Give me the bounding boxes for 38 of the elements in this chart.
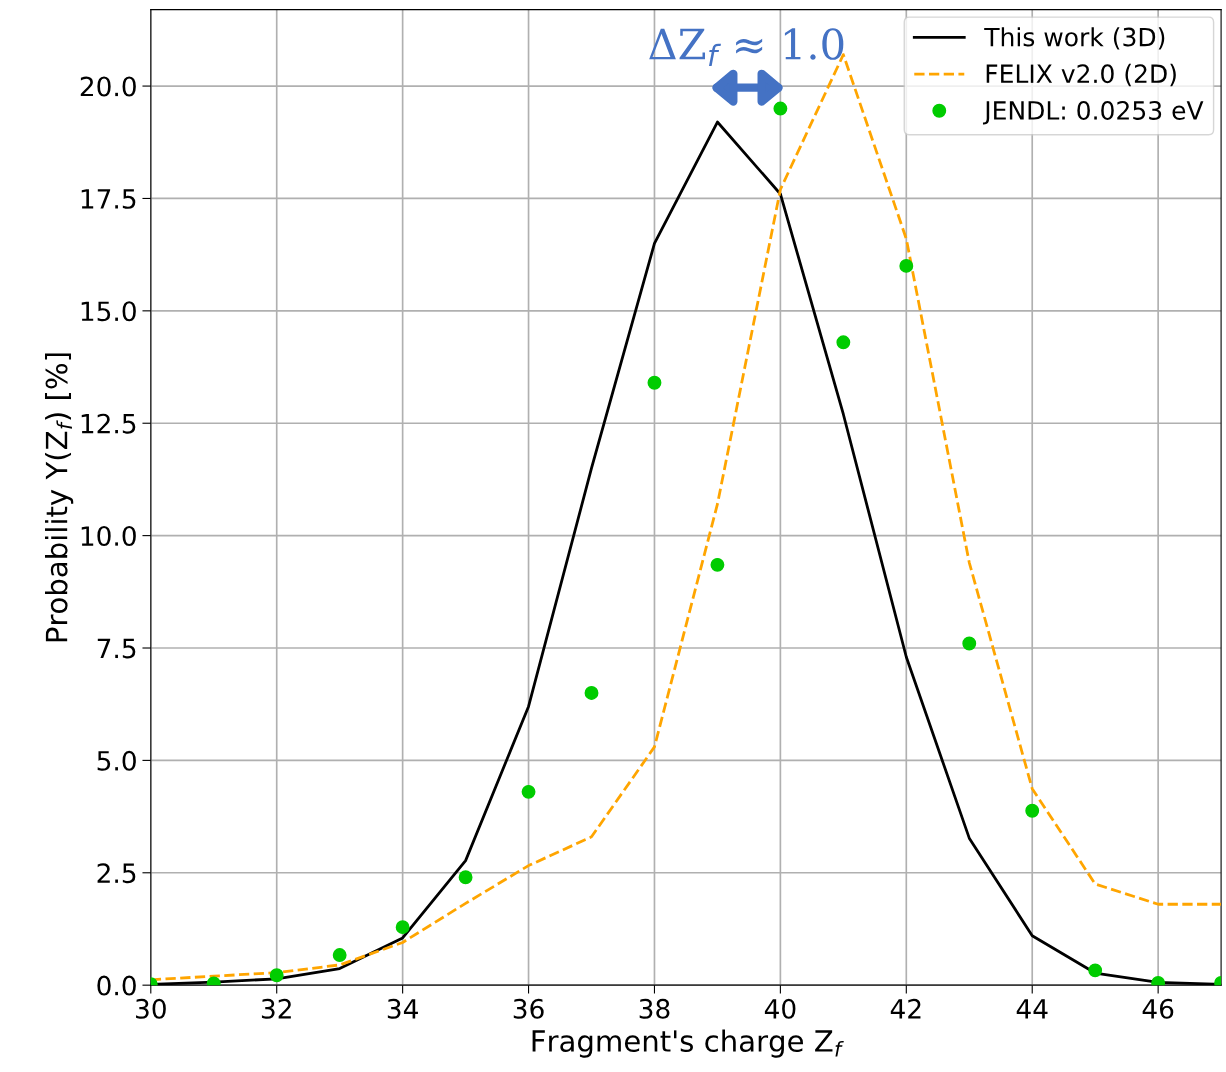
x-axis-title: Fragment's charge Z$_{f}$ (532, 1029, 844, 1058)
x-tick-label: 30 (136, 998, 166, 1019)
y-tick-label: 5.0 (97, 750, 136, 771)
point (395, 920, 410, 935)
point (836, 335, 851, 350)
point (1088, 963, 1103, 978)
legend-label: This work (3D) (984, 27, 1165, 50)
point (332, 948, 347, 962)
x-tick-label: 40 (764, 998, 796, 1019)
point (647, 375, 662, 390)
point (1025, 803, 1040, 818)
legend-label: JENDL: 0.0253 eV (982, 100, 1204, 125)
y-tick-label: 15.0 (81, 301, 136, 322)
y-axis-title: Probability Y(Z$_{f}$) [%] (45, 353, 74, 642)
annotation: ΔZ$_{f}$ ≈ 1.0 (649, 28, 844, 67)
y-tick-label: 0.0 (97, 975, 136, 996)
point (458, 870, 473, 885)
x-tick-label: 36 (513, 998, 544, 1019)
point (899, 258, 914, 273)
x-tick-label: 42 (890, 998, 921, 1019)
y-tick-label: 20.0 (80, 76, 136, 97)
x-tick-label: 32 (261, 998, 291, 1019)
point (584, 686, 599, 700)
y-tick-label: 7.5 (97, 638, 136, 659)
point (521, 784, 536, 799)
x-tick-label: 44 (1016, 999, 1048, 1019)
point (773, 101, 788, 116)
point (269, 968, 284, 983)
x-tick-label: 46 (1142, 998, 1174, 1019)
x-tick-label: 38 (639, 998, 670, 1019)
x-tick-label: 34 (387, 998, 418, 1019)
y-tick-label: 12.5 (81, 413, 136, 434)
legend-label: FELIX v2.0 (2D) (986, 63, 1176, 87)
y-tick-label: 17.5 (81, 189, 136, 209)
point (710, 557, 725, 572)
y-tick-label: 2.5 (97, 863, 136, 884)
point (962, 636, 977, 651)
y-tick-label: 10.0 (81, 526, 136, 547)
